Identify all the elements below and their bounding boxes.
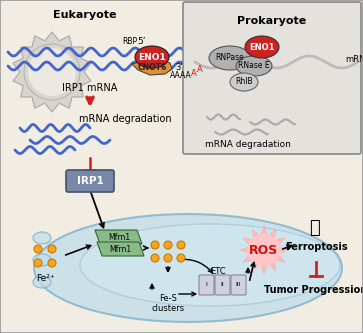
FancyBboxPatch shape xyxy=(215,275,230,295)
Text: I: I xyxy=(205,282,207,287)
Text: ROS: ROS xyxy=(249,243,279,256)
Ellipse shape xyxy=(236,56,272,76)
Ellipse shape xyxy=(209,46,251,70)
Ellipse shape xyxy=(247,234,281,266)
Text: IRP1 mRNA: IRP1 mRNA xyxy=(62,83,118,93)
Ellipse shape xyxy=(33,276,51,288)
Text: Mfrn1: Mfrn1 xyxy=(109,244,131,253)
Text: RhlB: RhlB xyxy=(235,78,253,87)
Text: AAAA: AAAA xyxy=(170,72,192,81)
FancyBboxPatch shape xyxy=(231,275,246,295)
Ellipse shape xyxy=(135,46,169,68)
Ellipse shape xyxy=(48,245,56,253)
Ellipse shape xyxy=(28,48,76,96)
Text: mRNA degradation: mRNA degradation xyxy=(79,114,171,124)
Text: mRNA degradation: mRNA degradation xyxy=(205,140,291,149)
Text: Mfrn1: Mfrn1 xyxy=(108,232,130,241)
Text: CNOT6: CNOT6 xyxy=(137,64,167,73)
Ellipse shape xyxy=(48,259,56,267)
Polygon shape xyxy=(95,230,142,244)
FancyBboxPatch shape xyxy=(66,170,114,192)
Ellipse shape xyxy=(24,44,80,100)
FancyBboxPatch shape xyxy=(183,2,361,154)
Polygon shape xyxy=(132,60,172,75)
Text: IRP1: IRP1 xyxy=(77,176,103,186)
Ellipse shape xyxy=(33,254,51,266)
Text: III: III xyxy=(236,282,241,287)
Ellipse shape xyxy=(164,241,172,249)
Polygon shape xyxy=(240,226,288,274)
Ellipse shape xyxy=(230,73,258,91)
Ellipse shape xyxy=(151,241,159,249)
Polygon shape xyxy=(13,32,91,112)
Ellipse shape xyxy=(164,254,172,262)
Ellipse shape xyxy=(34,245,42,253)
Ellipse shape xyxy=(245,36,279,58)
Ellipse shape xyxy=(33,232,51,244)
Text: mRNA: mRNA xyxy=(345,56,363,65)
Ellipse shape xyxy=(80,224,340,306)
Text: Tumor Progression: Tumor Progression xyxy=(264,285,363,295)
Ellipse shape xyxy=(34,214,342,322)
Text: II: II xyxy=(221,282,224,287)
Ellipse shape xyxy=(151,254,159,262)
Text: A: A xyxy=(197,66,203,75)
Text: 5’: 5’ xyxy=(137,38,146,47)
Text: ENO1: ENO1 xyxy=(138,53,166,62)
Ellipse shape xyxy=(34,259,42,267)
Text: Ferroptosis: Ferroptosis xyxy=(285,242,347,252)
Text: RNase E: RNase E xyxy=(238,62,270,71)
Text: Fe²⁺: Fe²⁺ xyxy=(36,274,54,283)
Text: 3’: 3’ xyxy=(175,63,183,72)
Text: Prokaryote: Prokaryote xyxy=(237,16,307,26)
Text: Fe-S
clusters: Fe-S clusters xyxy=(151,294,184,313)
Text: Eukaryote: Eukaryote xyxy=(53,10,117,20)
Text: RBP: RBP xyxy=(122,38,138,47)
Polygon shape xyxy=(97,242,144,256)
FancyBboxPatch shape xyxy=(199,275,214,295)
Text: ENO1: ENO1 xyxy=(249,43,275,52)
Text: RNPase: RNPase xyxy=(216,54,244,63)
Ellipse shape xyxy=(177,254,185,262)
Text: ETC: ETC xyxy=(210,267,226,276)
Ellipse shape xyxy=(177,241,185,249)
Text: A: A xyxy=(191,69,197,78)
Text: 💀: 💀 xyxy=(310,219,321,237)
